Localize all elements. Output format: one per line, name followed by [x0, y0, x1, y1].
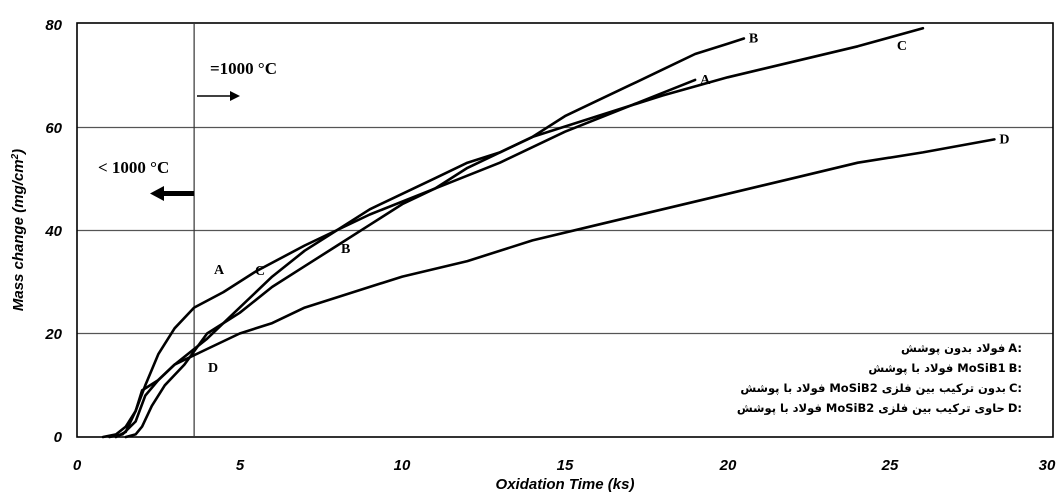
- annotation-above-1000: =1000 °C: [210, 59, 277, 78]
- x-tick-labels: 0 5 10 15 20 25 30: [73, 457, 1056, 474]
- plot-frame: [76, 22, 1054, 438]
- legend-letter-a: A:: [1008, 341, 1022, 355]
- y-tick-label: 0: [54, 429, 63, 446]
- legend-letter-c: C:: [1009, 381, 1022, 395]
- x-tick-label: 15: [557, 457, 574, 474]
- curve-label-d-end: D: [999, 132, 1009, 147]
- series-line-d: [114, 138, 996, 439]
- series-line-b: [124, 37, 746, 439]
- x-tick-label: 5: [236, 457, 245, 474]
- x-tick-label: 30: [1039, 457, 1056, 474]
- legend-text-a: فولاد بدون پوشش: [901, 341, 1005, 356]
- x-tick-label: 10: [394, 457, 411, 474]
- legend: فولاد بدون پوشش A: فولاد با پوشش MoSiB1 B:…: [737, 341, 1022, 416]
- legend-letter-b: B:: [1009, 361, 1022, 375]
- series-line-c: [108, 26, 925, 439]
- curve-label-b-mid: B: [341, 242, 350, 257]
- legend-item-a: فولاد بدون پوشش A:: [901, 341, 1022, 356]
- y-axis-title-sup: 2: [10, 153, 21, 160]
- y-tick-label: 40: [44, 223, 62, 240]
- series-line-a: [101, 78, 697, 439]
- legend-text-b: فولاد با پوشش MoSiB1: [868, 361, 1005, 376]
- end-labels: A B C D: [700, 32, 1009, 148]
- x-tick-label: 20: [719, 457, 737, 474]
- y-axis-title: Mass change (mg/cm2): [10, 149, 28, 311]
- curve-label-a-end: A: [700, 73, 711, 88]
- series-layer: [101, 26, 996, 439]
- x-tick-label: 0: [73, 457, 82, 474]
- grid-lines: [77, 126, 1053, 335]
- curve-label-c-end: C: [897, 39, 907, 54]
- curve-label-c-mid: C: [255, 264, 265, 279]
- legend-letter-d: D:: [1008, 401, 1022, 415]
- curve-label-a-mid: A: [214, 263, 225, 278]
- legend-text-c: فولاد با پوشش MoSiB2 بدون ترکیب بین فلزی: [740, 381, 1006, 396]
- legend-item-d: فولاد با پوشش MoSiB2 حاوی ترکیب بین فلزی…: [737, 401, 1022, 416]
- curve-label-d-mid: D: [208, 361, 218, 376]
- y-axis-title-end: ): [10, 149, 27, 156]
- curve-label-b-end: B: [749, 32, 758, 47]
- y-axis-title-main: Mass change (mg/cm: [10, 159, 27, 311]
- y-tick-label: 80: [45, 17, 62, 34]
- arrow-left-icon: [150, 186, 194, 201]
- y-tick-label: 20: [44, 326, 62, 343]
- y-tick-label: 60: [45, 120, 62, 137]
- legend-item-b: فولاد با پوشش MoSiB1 B:: [868, 361, 1022, 376]
- y-tick-labels: 0 20 40 60 80: [44, 17, 62, 446]
- x-axis-title: Oxidation Time (ks): [496, 476, 635, 493]
- x-tick-label: 25: [881, 457, 899, 474]
- legend-text-d: فولاد با پوشش MoSiB2 حاوی ترکیب بین فلزی: [737, 401, 1005, 416]
- legend-item-c: فولاد با پوشش MoSiB2 بدون ترکیب بین فلزی…: [740, 381, 1022, 396]
- annotation-below-1000: < 1000 °C: [98, 158, 169, 177]
- arrow-right-icon: [197, 91, 240, 101]
